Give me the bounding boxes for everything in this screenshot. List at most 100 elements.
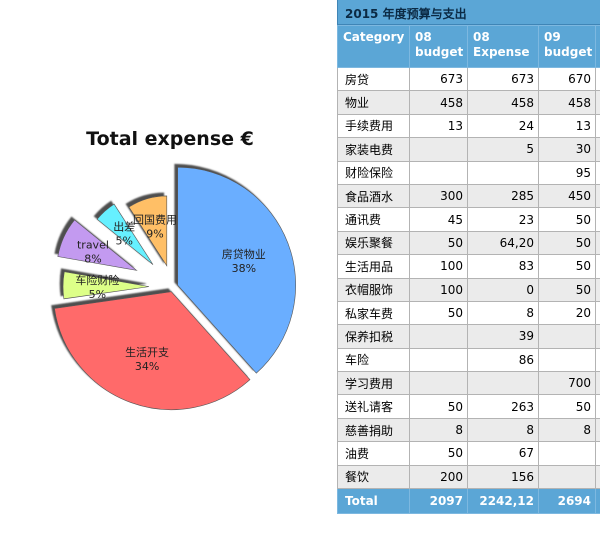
value-cell [595,90,600,115]
pie-chart-panel: Total expense € 房贷物业 38% 生活开支 34% 车险财险 5% trav… [54,128,296,410]
value-cell: 24 [467,113,539,139]
value-cell [538,347,596,373]
value-cell: 20 [538,300,596,326]
table-row: 家装电费 5 30 [337,137,600,162]
value-cell: 458 [409,90,468,115]
value-cell: 86 [467,347,539,373]
table-row: 衣帽服饰 100 0 50 [337,277,600,302]
value-cell: 64,20 [467,230,539,256]
category-cell: 物业 [337,90,410,115]
value-cell [538,324,596,349]
value-cell: 673 [409,66,468,92]
value-cell: 8 [538,417,596,443]
category-cell: 保养扣税 [337,324,410,349]
category-cell: 慈善捐助 [337,417,410,443]
category-cell: 送礼请客 [337,394,410,419]
value-cell: 50 [409,230,468,256]
table-row: 保养扣税 39 [337,324,600,349]
value-cell: 95 [538,160,596,185]
column-header [595,25,600,68]
value-cell: 8 [467,300,539,326]
value-cell [409,137,468,162]
value-cell: 67 [467,441,539,466]
value-cell: 670 [538,66,596,92]
value-cell [595,441,600,466]
category-cell: 家装电费 [337,137,410,162]
category-cell: 手续费用 [337,113,410,139]
value-cell: 673 [467,66,539,92]
slice-percent-label: 38% [232,262,256,275]
value-cell: 50 [538,394,596,419]
value-cell: 2097 [409,488,468,515]
slice-percent-label: 8% [84,252,101,265]
category-cell: 学习费用 [337,371,410,396]
value-cell [595,277,600,302]
table-row: 物业 458 458 458 [337,90,600,115]
table-row: 学习费用 700 [337,371,600,396]
slice-label: 车险财险 [75,273,119,287]
category-cell: 财险保险 [337,160,410,185]
value-cell [595,324,600,349]
value-cell: 450 [538,183,596,209]
value-cell [595,113,600,139]
slice-label: travel [77,238,109,251]
pie-slice [57,219,138,271]
slice-label: 出差 [113,219,135,233]
value-cell: 458 [467,90,539,115]
value-cell: 13 [538,113,596,139]
value-cell [595,417,600,443]
category-cell: 衣帽服饰 [337,277,410,302]
table-row: 慈善捐助 8 8 8 [337,417,600,443]
table-row: 油费 50 67 [337,441,600,466]
category-cell: 食品酒水 [337,183,410,209]
value-cell: 5 [467,137,539,162]
budget-table: Category 08 budget 08 Expense 09 budget 房贷 6… [337,25,600,515]
value-cell [538,464,596,490]
value-cell: 458 [538,90,596,115]
value-cell [409,347,468,373]
pie-slice [54,291,251,410]
column-header: 08 Expense [467,25,539,68]
table-row: 娱乐聚餐 50 64,20 50 [337,230,600,256]
value-cell [595,254,600,279]
table-row: 食品酒水 300 285 450 [337,183,600,209]
value-cell: 30 [538,137,596,162]
value-cell: 45 [409,207,468,232]
slice-percent-label: 34% [135,360,159,373]
value-cell: 39 [467,324,539,349]
value-cell: 285 [467,183,539,209]
category-cell: 油费 [337,441,410,466]
value-cell: 100 [409,277,468,302]
table-row: 通讯费 45 23 50 [337,207,600,232]
value-cell [595,488,600,515]
budget-table-panel: 2015 年度预算与支出 Category 08 budget 08 Expense… [337,0,600,560]
value-cell: 300 [409,183,468,209]
value-cell [409,324,468,349]
category-cell: 餐饮 [337,464,410,490]
value-cell [595,300,600,326]
table-row: 车险 86 [337,347,600,373]
value-cell: 100 [409,254,468,279]
category-cell: 房贷 [337,66,410,92]
value-cell: 200 [409,464,468,490]
value-cell: 83 [467,254,539,279]
table-row: 私家车费 50 8 20 [337,300,600,326]
table-row: 送礼请客 50 263 50 [337,394,600,419]
value-cell [595,230,600,256]
value-cell: 2694 [538,488,596,515]
value-cell: 2242,12 [467,488,539,515]
column-header: 09 budget [538,25,596,68]
table-row: 手续费用 13 24 13 [337,113,600,139]
value-cell [595,160,600,185]
slice-label: 房贷物业 [222,247,266,261]
table-row: 生活用品 100 83 50 [337,254,600,279]
value-cell: 50 [538,230,596,256]
value-cell [595,347,600,373]
category-cell: 生活用品 [337,254,410,279]
value-cell [467,371,539,396]
chart-title: Total expense € [86,128,254,150]
slice-percent-label: 5% [115,234,132,247]
value-cell [595,464,600,490]
value-cell [595,394,600,419]
pie-slice [128,195,168,267]
